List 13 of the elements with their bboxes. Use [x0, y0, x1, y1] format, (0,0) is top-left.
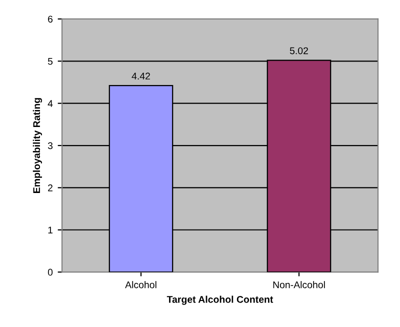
x-axis-title: Target Alcohol Content — [166, 296, 274, 305]
y-tick-label: 6 — [48, 16, 53, 23]
y-axis-title: Employability Rating — [32, 98, 42, 193]
x-tick-label: Non-Alcohol — [273, 281, 325, 288]
y-tick-label: 1 — [48, 226, 52, 234]
data-label: 4.42 — [132, 72, 150, 80]
y-tick-label: 0 — [48, 268, 53, 276]
y-tick-label: 3 — [48, 142, 53, 150]
data-label: 5.02 — [290, 47, 308, 54]
y-tick-label: 2 — [48, 184, 52, 192]
x-tick-label: Alcohol — [125, 281, 156, 288]
y-tick-label: 4 — [48, 100, 53, 107]
y-tick-label: 5 — [48, 58, 53, 65]
